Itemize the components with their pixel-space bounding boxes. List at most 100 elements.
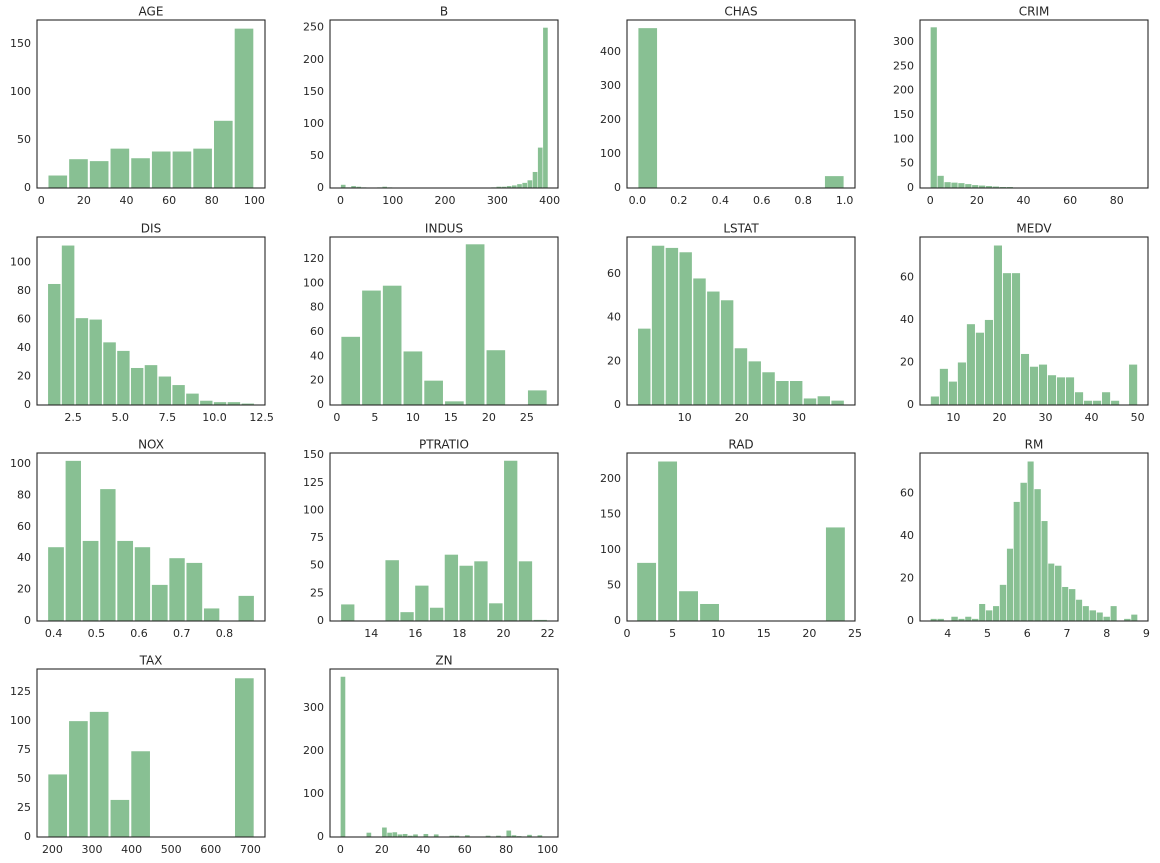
bar xyxy=(341,604,355,621)
y-tick-label: 0 xyxy=(317,181,324,194)
y-tick-label: 75 xyxy=(17,743,31,756)
bar xyxy=(944,182,951,188)
y-tick-label: 60 xyxy=(17,313,31,326)
y-tick-label: 50 xyxy=(310,149,324,162)
bar xyxy=(449,835,455,837)
subplot: 0 20 40 60 80 100 120 0 5 10 15 20 25 INDUS xyxy=(303,222,559,424)
axes-frame xyxy=(919,452,1149,622)
bar xyxy=(131,751,150,837)
subplot: 0 20 40 60 10 20 30 LSTAT xyxy=(607,222,856,424)
y-tick-label: 0 xyxy=(614,398,621,411)
subplot: 0 20 40 60 10 20 30 40 50 MEDV xyxy=(900,222,1149,424)
x-tick-label: 0 xyxy=(927,194,934,207)
bar xyxy=(407,835,413,837)
bar xyxy=(939,368,948,405)
bar xyxy=(637,562,657,621)
bar xyxy=(1027,461,1034,621)
bar xyxy=(658,461,678,621)
bar xyxy=(238,595,254,621)
x-tick-label: 0.8 xyxy=(216,627,234,640)
subplot: 0 100 200 300 0 20 40 60 80 100 ZN xyxy=(303,654,559,856)
bar xyxy=(971,618,979,621)
y-tick-label: 40 xyxy=(607,311,621,324)
bar xyxy=(679,591,698,621)
x-tick-label: 5 xyxy=(984,627,991,640)
subplot-title: RAD xyxy=(728,438,753,452)
bar xyxy=(158,376,172,405)
bar xyxy=(532,171,538,188)
bar xyxy=(734,348,748,405)
bar xyxy=(454,835,460,837)
bar xyxy=(1011,273,1021,405)
bar xyxy=(1103,616,1110,621)
bar xyxy=(937,175,944,188)
bar xyxy=(486,350,506,405)
x-tick-label: 40 xyxy=(416,843,430,856)
x-tick-label: 60 xyxy=(162,194,176,207)
y-tick-label: 50 xyxy=(17,133,31,146)
bar xyxy=(707,291,720,405)
x-tick-label: 0.8 xyxy=(794,194,812,207)
y-tick-label: 300 xyxy=(303,701,324,714)
x-tick-label: 0.5 xyxy=(88,627,106,640)
bar xyxy=(1020,353,1030,405)
subplot-title: NOX xyxy=(138,438,164,452)
x-tick-label: 0.0 xyxy=(629,194,647,207)
bar xyxy=(130,367,144,405)
x-tick-label: 10.0 xyxy=(202,411,227,424)
y-tick-label: 100 xyxy=(303,787,324,800)
x-tick-label: 60 xyxy=(458,843,472,856)
bar xyxy=(172,385,185,405)
axes-frame xyxy=(329,236,559,406)
y-tick-label: 125 xyxy=(303,476,324,489)
y-tick-label: 25 xyxy=(17,801,31,814)
bar xyxy=(172,151,192,188)
bar xyxy=(748,361,761,405)
bar xyxy=(930,27,937,188)
bar xyxy=(496,186,502,188)
bar xyxy=(382,285,402,405)
x-tick-label: 20 xyxy=(375,843,389,856)
bar xyxy=(131,158,150,188)
bar xyxy=(351,186,356,188)
y-tick-label: 50 xyxy=(607,579,621,592)
bar xyxy=(366,832,372,837)
bar xyxy=(400,612,414,621)
bar xyxy=(511,185,517,188)
y-tick-label: 200 xyxy=(893,84,914,97)
bar xyxy=(203,608,220,621)
bar xyxy=(966,324,975,405)
bar xyxy=(522,182,528,188)
bar xyxy=(65,460,81,621)
bar xyxy=(1102,392,1111,405)
bar xyxy=(789,381,803,405)
y-tick-label: 0 xyxy=(907,181,914,194)
x-tick-label: 50 xyxy=(1131,411,1145,424)
bar xyxy=(537,147,543,188)
x-tick-label: 30 xyxy=(792,411,806,424)
subplot-title: CHAS xyxy=(724,5,757,19)
bar xyxy=(1074,392,1084,405)
y-tick-label: 60 xyxy=(607,267,621,280)
bar xyxy=(1047,375,1057,405)
bar xyxy=(103,342,116,405)
x-tick-label: 5.0 xyxy=(112,411,130,424)
y-tick-label: 40 xyxy=(17,551,31,564)
bar xyxy=(110,148,130,188)
subplot-title: MEDV xyxy=(1016,222,1052,236)
bar xyxy=(48,283,61,405)
bar xyxy=(1093,400,1102,405)
bar xyxy=(533,619,547,621)
bar xyxy=(720,300,734,405)
bar xyxy=(762,372,775,405)
bar xyxy=(518,561,533,621)
bar xyxy=(227,402,241,405)
bar xyxy=(48,547,64,621)
bar xyxy=(999,584,1007,621)
subplot: 0 50 100 150 0 20 40 60 80 100 AGE xyxy=(10,5,266,207)
bar xyxy=(1055,565,1062,621)
bar xyxy=(387,832,392,837)
bar xyxy=(825,527,845,621)
bar xyxy=(241,403,254,405)
axes-frame xyxy=(626,19,856,189)
